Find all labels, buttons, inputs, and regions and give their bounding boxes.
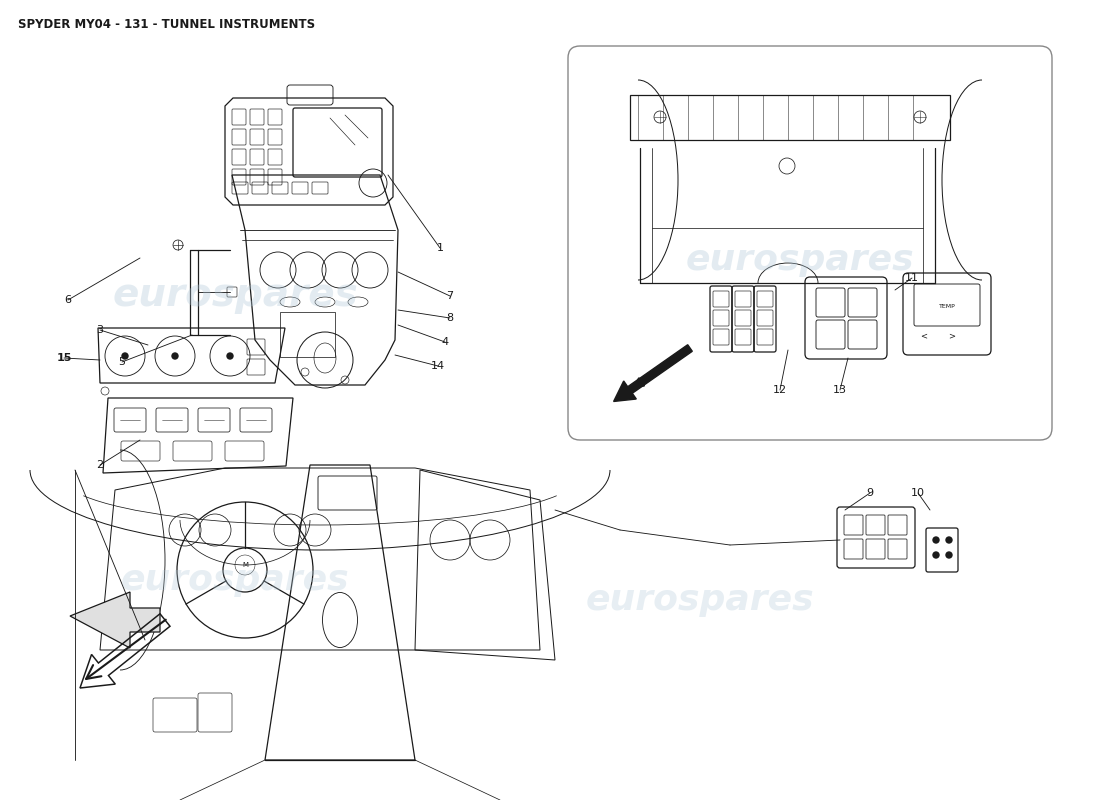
Text: 14: 14 — [431, 361, 446, 371]
Text: 11: 11 — [905, 273, 918, 283]
Text: <: < — [921, 331, 927, 341]
Text: eurospares: eurospares — [585, 583, 814, 617]
Bar — [630, 95, 950, 140]
Text: 9: 9 — [867, 488, 873, 498]
Text: 2: 2 — [97, 460, 103, 470]
Text: >: > — [948, 331, 956, 341]
Circle shape — [946, 552, 952, 558]
Text: 13: 13 — [833, 385, 847, 395]
Circle shape — [172, 353, 178, 359]
Text: 12: 12 — [773, 385, 788, 395]
Text: 6: 6 — [65, 295, 72, 305]
Text: 5: 5 — [119, 357, 125, 367]
Circle shape — [227, 353, 233, 359]
Bar — [280, 312, 336, 357]
Text: 15: 15 — [56, 353, 72, 363]
Text: eurospares: eurospares — [121, 563, 350, 597]
Text: 7: 7 — [447, 291, 453, 301]
Circle shape — [933, 537, 939, 543]
Text: eurospares: eurospares — [112, 276, 358, 314]
FancyArrow shape — [614, 345, 692, 402]
Text: 4: 4 — [441, 337, 449, 347]
Text: SPYDER MY04 - 131 - TUNNEL INSTRUMENTS: SPYDER MY04 - 131 - TUNNEL INSTRUMENTS — [18, 18, 315, 31]
Polygon shape — [70, 592, 160, 648]
Text: 8: 8 — [447, 313, 453, 323]
Text: 1: 1 — [437, 243, 443, 253]
Text: 10: 10 — [911, 488, 925, 498]
Circle shape — [946, 537, 952, 543]
Circle shape — [122, 353, 128, 359]
Text: 3: 3 — [97, 325, 103, 335]
Text: TEMP: TEMP — [938, 303, 956, 309]
Text: M: M — [242, 562, 248, 568]
Circle shape — [933, 552, 939, 558]
Text: eurospares: eurospares — [685, 243, 914, 277]
